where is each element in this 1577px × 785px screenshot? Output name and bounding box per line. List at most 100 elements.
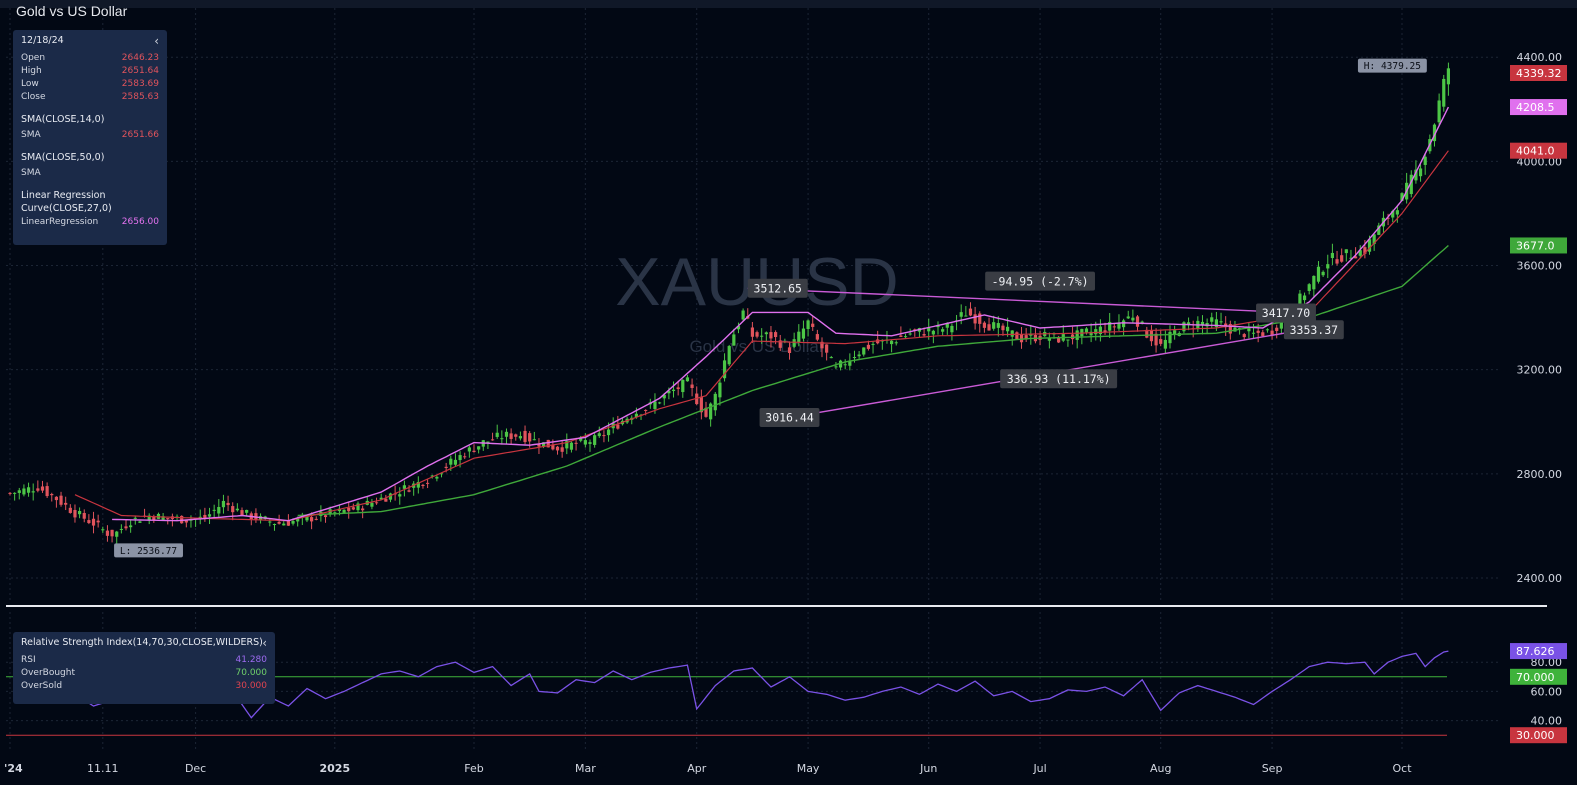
trendline[interactable] xyxy=(747,287,1300,314)
collapse-chevron-icon[interactable]: ‹ xyxy=(154,34,159,48)
linreg-label: LinearRegression xyxy=(21,217,99,227)
candle-body xyxy=(1335,259,1339,264)
candle-body xyxy=(221,500,226,508)
candle-body xyxy=(1103,330,1107,333)
candle-body xyxy=(978,313,982,324)
candle-body xyxy=(268,521,272,523)
time-tick-label: Aug xyxy=(1150,762,1171,775)
rsi-label: RSI xyxy=(21,655,36,665)
candle-body xyxy=(124,526,128,529)
candle-body xyxy=(184,520,188,523)
candle-body xyxy=(1386,217,1390,219)
candle-body xyxy=(950,325,954,333)
rsi-marker-text: 70.000 xyxy=(1516,671,1555,684)
price-tick-label: 2800.00 xyxy=(1517,468,1563,481)
candle-body xyxy=(407,490,411,492)
candle-body xyxy=(1200,321,1205,326)
candle-body xyxy=(500,438,504,440)
price-marker-box xyxy=(1510,65,1567,82)
candle-body xyxy=(323,515,328,518)
candle-body xyxy=(1270,330,1274,336)
candle-body xyxy=(384,498,388,502)
candle-body xyxy=(1400,193,1404,201)
time-tick-label: 2025 xyxy=(319,762,350,775)
candle-body xyxy=(871,343,875,345)
candle-body xyxy=(1363,247,1367,254)
price-axis[interactable]: 4400.004000.003600.003200.002800.002400.… xyxy=(1510,51,1567,744)
candle-body xyxy=(282,523,286,526)
candle-body xyxy=(764,332,768,335)
candle-body xyxy=(82,512,86,519)
candle-body xyxy=(240,510,244,516)
candle-body xyxy=(147,515,151,521)
price-marker-text: 4208.5 xyxy=(1516,101,1555,114)
candle-body xyxy=(138,521,142,523)
candle-body xyxy=(1242,334,1246,338)
rsi-tick-label: 40.00 xyxy=(1531,715,1563,728)
candle-body xyxy=(973,314,977,324)
candle-body xyxy=(1131,317,1135,321)
annotation-label: 3016.44 xyxy=(759,407,820,427)
candle-body xyxy=(310,517,314,522)
candle-body xyxy=(110,529,114,537)
candle-body xyxy=(458,455,462,461)
candle-body xyxy=(430,475,434,477)
candle-body xyxy=(115,531,119,537)
candle-body xyxy=(1251,332,1256,334)
candle-body xyxy=(1112,326,1116,328)
candle-body xyxy=(305,515,309,521)
candle-body xyxy=(356,503,360,511)
sma14-value: 2651.66 xyxy=(121,130,159,140)
rsi-title: Relative Strength Index(14,70,30,CLOSE,W… xyxy=(21,637,263,648)
candle-body xyxy=(36,488,40,491)
time-tick-label: Apr xyxy=(687,762,707,775)
candle-body xyxy=(537,444,541,447)
annotations: H: 4379.25 L: 2536.77 3512.65 -94.95 (-2.7%… xyxy=(114,58,1427,558)
annotation-box xyxy=(114,543,183,558)
annotation-box xyxy=(985,271,1095,291)
candle-body xyxy=(509,433,513,439)
candle-body xyxy=(1372,234,1376,245)
high-value: 2651.64 xyxy=(121,66,159,76)
annotation-label: 3353.37 xyxy=(1283,320,1344,340)
candle-body xyxy=(467,447,471,452)
candle-body xyxy=(1247,327,1251,332)
candle-body xyxy=(1140,321,1144,323)
candle-body xyxy=(1135,316,1140,327)
candle-body xyxy=(1122,320,1126,328)
time-tick-label: Mar xyxy=(575,762,596,775)
time-axis[interactable]: '24 11.11 Dec 2025 Feb Mar Apr May Jun Jul Aug Sep O… xyxy=(4,762,1412,775)
candle-body xyxy=(1145,329,1149,338)
candle-body xyxy=(523,430,527,443)
annotation-box xyxy=(1357,58,1427,73)
candle-body xyxy=(472,450,476,452)
candle-body xyxy=(235,508,239,511)
rsi-collapse-chevron-icon[interactable]: ‹ xyxy=(262,636,267,650)
time-tick-label: Oct xyxy=(1392,762,1412,775)
candle-body xyxy=(1098,326,1102,335)
candle-body xyxy=(96,520,100,523)
candle-body xyxy=(1279,319,1283,329)
candle-body xyxy=(105,530,110,536)
rsi-marker-text: 87.626 xyxy=(1516,645,1555,658)
candle-body xyxy=(1066,339,1070,341)
candle-body xyxy=(801,328,806,339)
annotation-box xyxy=(759,407,820,427)
candle-body xyxy=(463,456,467,458)
candle-body xyxy=(518,436,522,439)
price-marker-box xyxy=(1510,99,1567,116)
candle-body xyxy=(1019,334,1024,343)
annotation-label: 336.93 (11.17%) xyxy=(1000,369,1118,389)
candle-body xyxy=(296,518,300,522)
candle-body xyxy=(1344,249,1348,254)
candle-body xyxy=(1094,329,1098,335)
candle-body xyxy=(542,442,546,447)
candle-body xyxy=(1414,169,1418,181)
annotation-text: 3353.37 xyxy=(1290,323,1339,337)
candle-body xyxy=(658,402,662,404)
sma50-line xyxy=(297,244,1449,517)
annotation-label: H: 4379.25 xyxy=(1357,58,1427,73)
indicator-lines xyxy=(74,106,1450,719)
candle-body xyxy=(1108,321,1112,331)
candle-body xyxy=(78,510,82,515)
